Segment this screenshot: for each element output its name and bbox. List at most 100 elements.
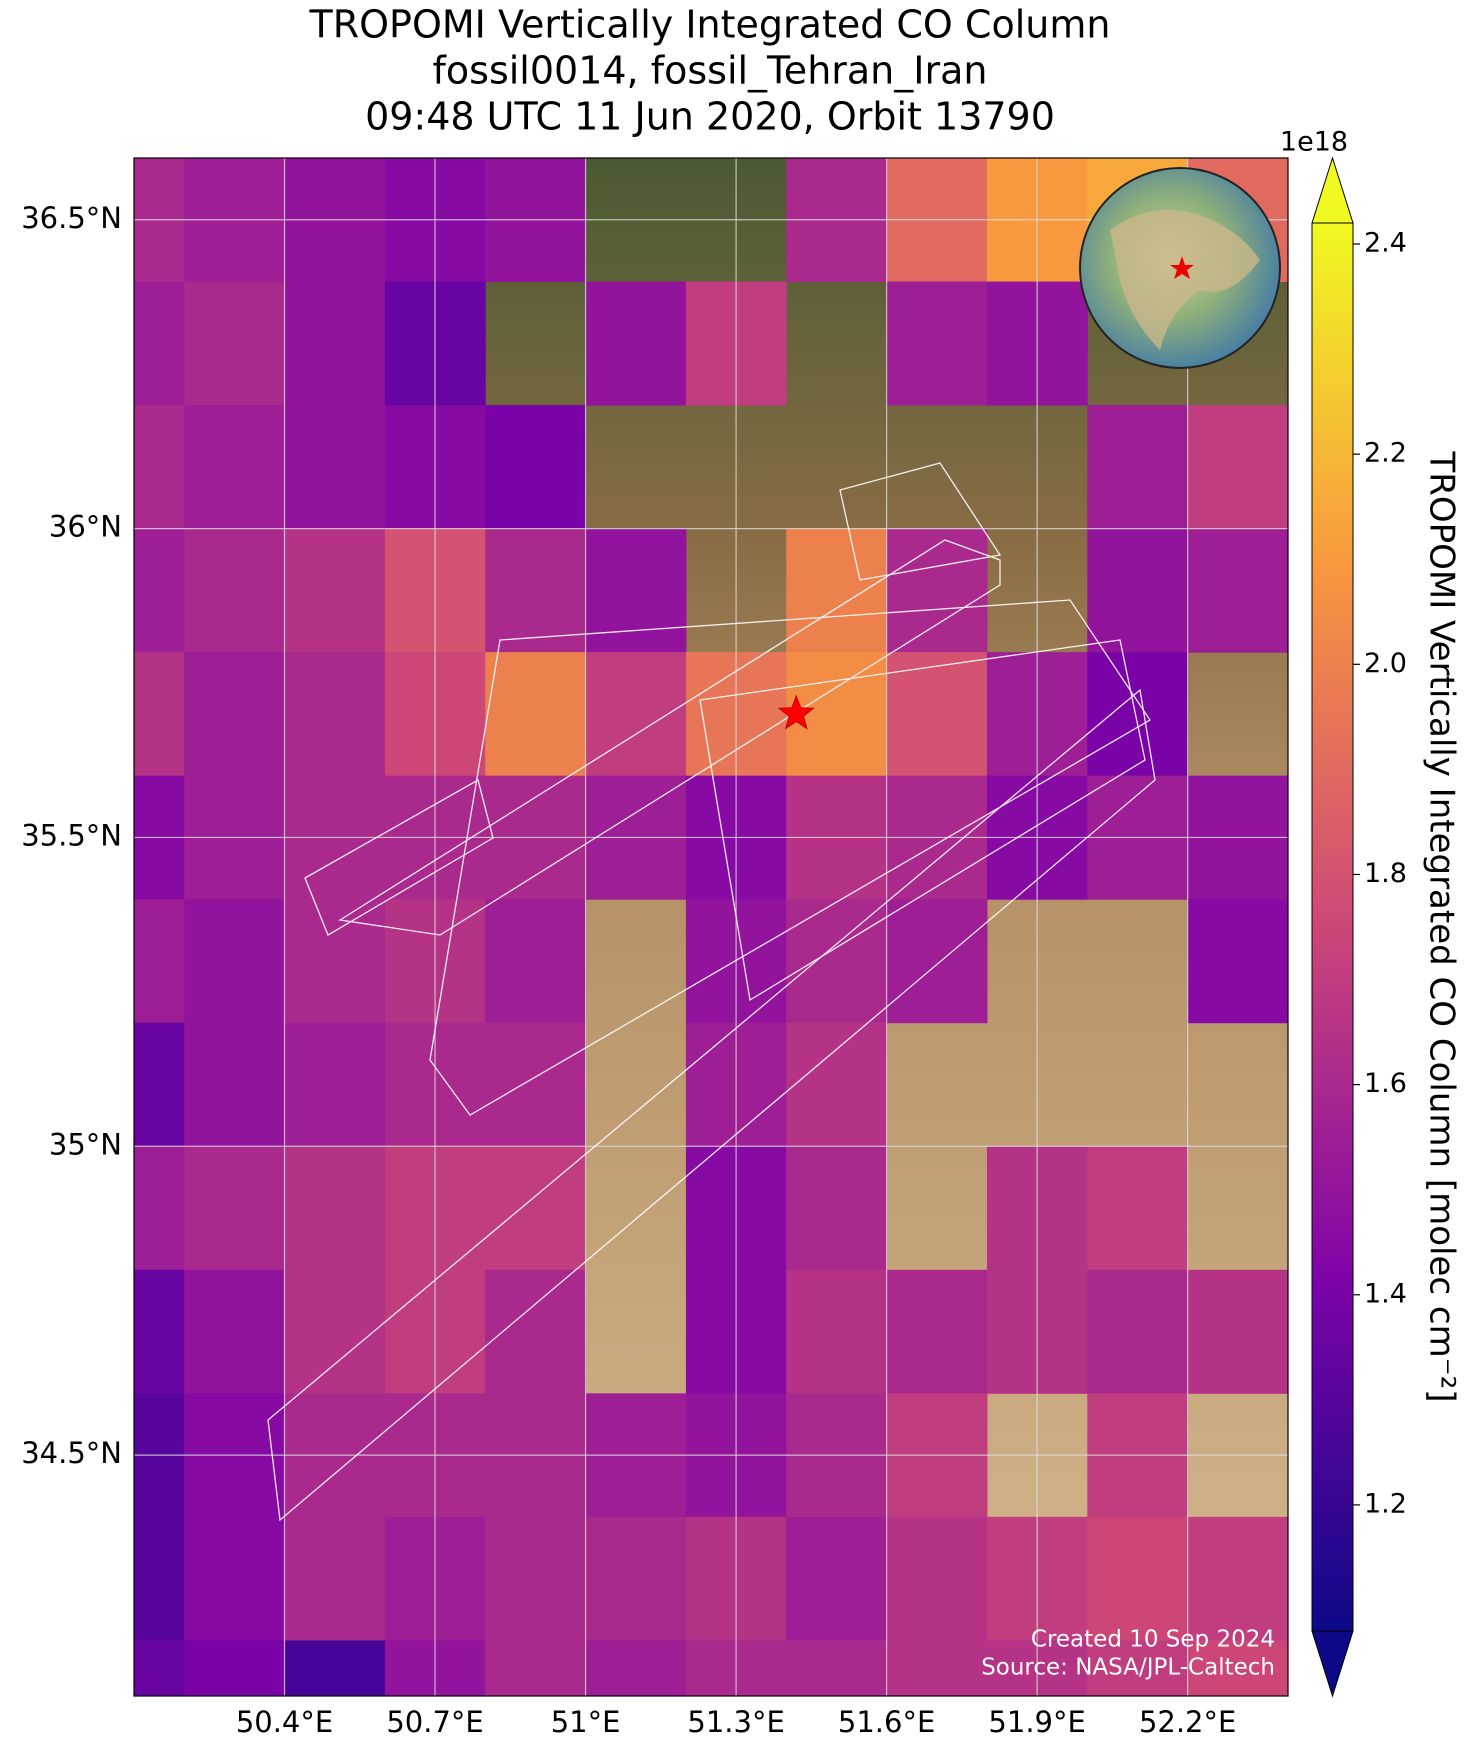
title-line: fossil0014, fossil_Tehran_Iran — [433, 49, 988, 93]
co-pixel — [184, 405, 286, 530]
co-pixel — [184, 899, 286, 1024]
co-pixel — [184, 1269, 286, 1394]
co-pixel — [886, 528, 988, 653]
y-tick-label: 35°N — [49, 1127, 122, 1161]
site-layer — [777, 694, 815, 730]
co-pixel — [886, 1269, 988, 1394]
colorbar-tick-label: 2.2 — [1364, 438, 1407, 469]
colorbar-tick-label: 1.2 — [1364, 1488, 1407, 1519]
co-pixel — [284, 899, 386, 1024]
colorbar: 1.2 1.4 1.6 1.8 2.0 2.2 2.4 1e18 TROPOMI Vertica… — [1280, 127, 1462, 1698]
co-pixel — [585, 1640, 687, 1696]
colorbar-label: TROPOMI Vertically Integrated CO Column … — [1422, 450, 1462, 1402]
co-pixel — [284, 1640, 386, 1696]
co-pixel — [786, 1640, 888, 1696]
site-marker — [777, 694, 815, 730]
co-pixel — [184, 1022, 286, 1147]
co-pixel — [1087, 1640, 1189, 1696]
co-pixel — [485, 405, 587, 530]
x-tick-label: 51.6°E — [838, 1705, 935, 1739]
globe-inset — [1079, 167, 1281, 369]
co-pixel — [1087, 405, 1189, 530]
co-pixel — [786, 528, 888, 653]
co-pixel — [134, 1516, 185, 1641]
co-pixel — [134, 1640, 185, 1696]
co-pixel — [585, 1516, 687, 1641]
co-pixel — [485, 1269, 587, 1394]
co-pixel — [886, 1640, 988, 1696]
co-pixel — [886, 652, 988, 777]
co-pixel — [1187, 528, 1288, 653]
co-pixel — [134, 405, 185, 530]
plot-frame — [133, 157, 1289, 1697]
colorbar-extend-top — [1311, 156, 1354, 224]
co-pixel — [284, 1146, 386, 1271]
co-pixel — [284, 405, 386, 530]
co-pixel — [786, 1269, 888, 1394]
y-tick-label: 34.5°N — [21, 1436, 122, 1470]
co-pixel — [284, 1516, 386, 1641]
co-pixel — [1087, 1516, 1189, 1641]
co-pixel — [284, 652, 386, 777]
footer-text: Source: NASA/JPL-Caltech — [981, 1655, 1275, 1681]
co-pixel — [1087, 528, 1189, 653]
co-pixel — [184, 652, 286, 777]
co-pixel — [284, 281, 386, 406]
co-pixel — [485, 1022, 587, 1147]
co-pixel — [485, 1640, 587, 1696]
colorbar-exponent: 1e18 — [1280, 127, 1348, 158]
title: TROPOMI Vertically Integrated CO Columnf… — [309, 3, 1111, 139]
co-pixel — [284, 1269, 386, 1394]
co-pixel — [1087, 1269, 1189, 1394]
co-pixel — [184, 281, 286, 406]
co-pixel — [184, 1146, 286, 1271]
co-pixel — [134, 1022, 185, 1147]
co-pixel — [284, 528, 386, 653]
co-pixel — [786, 899, 888, 1024]
co-pixel — [886, 1516, 988, 1641]
y-tick-label: 36.5°N — [21, 201, 122, 235]
footer-text: Created 10 Sep 2024 — [1031, 1627, 1275, 1653]
axes-labels: 50.4°E 50.7°E 51°E 51.3°E 51.6°E 51.9°E 52.2°E… — [21, 201, 1236, 1739]
co-pixel — [485, 1146, 587, 1271]
colorbar-extend-bottom — [1311, 1630, 1354, 1698]
co-pixel — [786, 1022, 888, 1147]
co-pixel — [1087, 1146, 1189, 1271]
co-pixel — [1187, 1640, 1288, 1696]
target-footprints — [267, 462, 1156, 1522]
colorbar-tick-label: 1.6 — [1364, 1068, 1407, 1099]
colorbar-tick-label: 2.4 — [1364, 228, 1407, 259]
co-pixel — [134, 652, 185, 777]
co-pixel — [485, 528, 587, 653]
co-pixel — [585, 652, 687, 777]
x-tick-label: 52.2°E — [1139, 1705, 1236, 1739]
x-tick-label: 51.3°E — [687, 1705, 784, 1739]
co-pixel — [485, 652, 587, 777]
co-pixel — [184, 528, 286, 653]
co-pixel — [184, 1516, 286, 1641]
x-tick-label: 50.7°E — [386, 1705, 483, 1739]
co-pixel — [485, 1516, 587, 1641]
co-pixel — [1187, 1269, 1288, 1394]
co-pixel — [585, 528, 687, 653]
co-pixel — [184, 1640, 286, 1696]
co-pixel — [585, 281, 687, 406]
co-pixel — [886, 281, 988, 406]
colorbar-body — [1311, 222, 1354, 1632]
co-pixel — [1087, 652, 1189, 777]
colorbar-tick-label: 1.4 — [1364, 1278, 1407, 1309]
colorbar-tick-label: 2.0 — [1364, 648, 1407, 679]
title-line: TROPOMI Vertically Integrated CO Column — [309, 3, 1111, 47]
co-pixel — [134, 1269, 185, 1394]
title-line: 09:48 UTC 11 Jun 2020, Orbit 13790 — [365, 95, 1055, 139]
co-pixel — [886, 899, 988, 1024]
co-pixel — [134, 899, 185, 1024]
y-tick-label: 35.5°N — [21, 818, 122, 852]
co-pixel — [134, 281, 185, 406]
x-tick-label: 50.4°E — [236, 1705, 333, 1739]
co-pixel — [786, 1516, 888, 1641]
co-pixel — [134, 1146, 185, 1271]
